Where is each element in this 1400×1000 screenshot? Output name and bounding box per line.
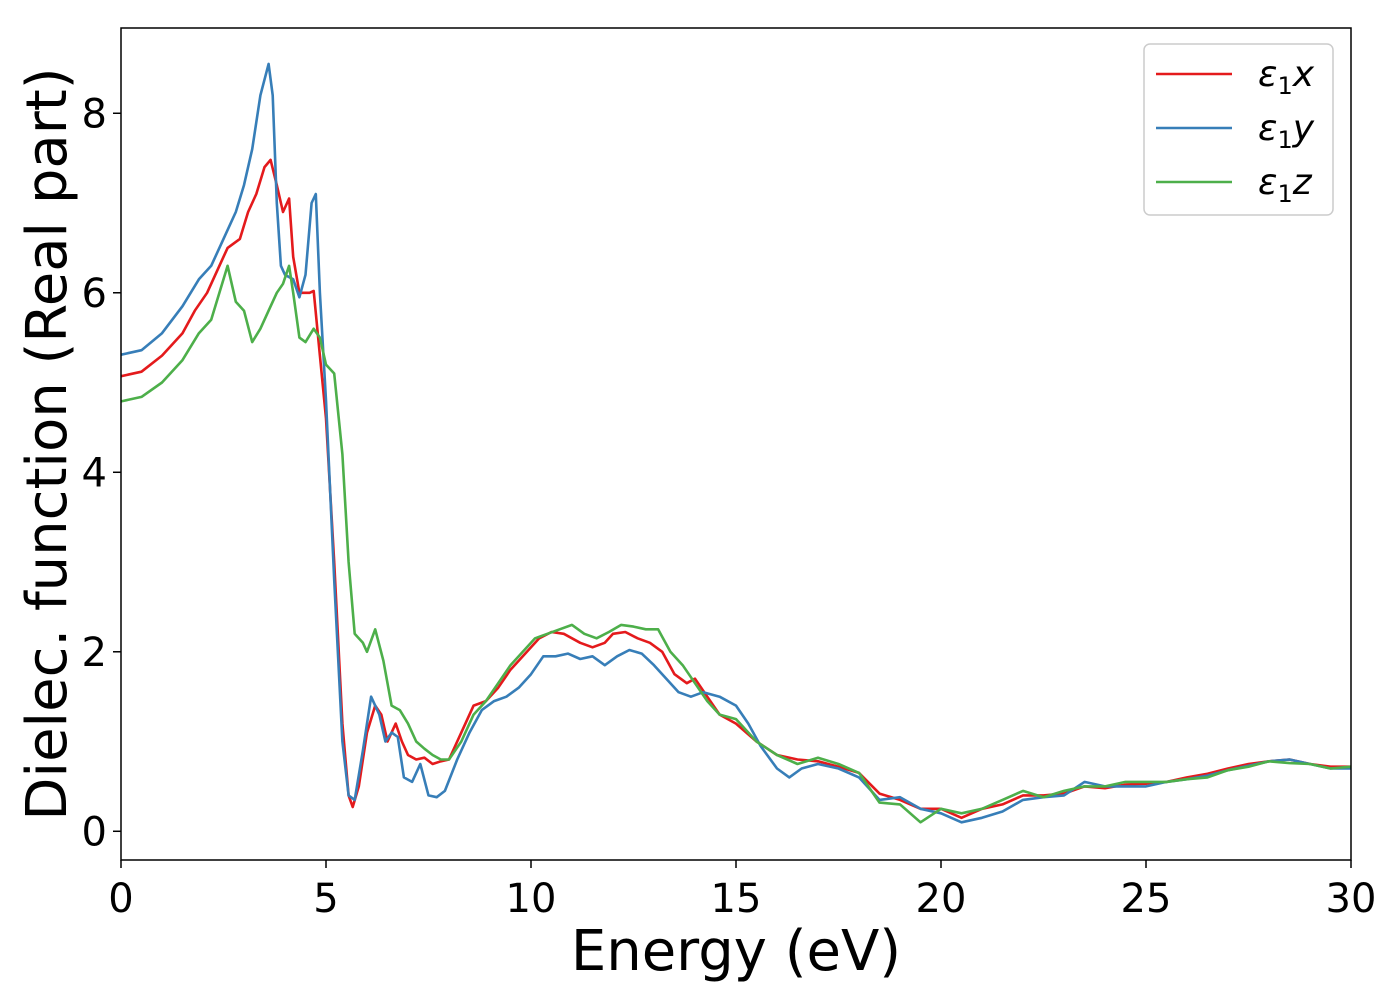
y-tick-label: 8 xyxy=(82,91,107,137)
y-axis-title: Dielec. function (Real part) xyxy=(15,67,80,820)
legend-entry-label: ε1y xyxy=(1258,108,1315,154)
series-line-z xyxy=(121,264,1351,824)
x-tick-label: 30 xyxy=(1326,876,1377,922)
y-tick-label: 2 xyxy=(82,630,107,676)
x-tick-label: 0 xyxy=(108,876,133,922)
y-tick-label: 0 xyxy=(82,809,107,855)
legend: ε1x ε1y ε1z xyxy=(1143,43,1334,216)
x-tick-label: 20 xyxy=(916,876,967,922)
legend-box xyxy=(1143,43,1334,216)
x-tick-label: 5 xyxy=(313,876,338,922)
series-line-y xyxy=(121,62,1351,824)
y-axis-ticks: 0 2 4 6 8 xyxy=(82,91,121,855)
y-tick-label: 6 xyxy=(82,271,107,317)
legend-entry-label: ε1x xyxy=(1258,54,1315,100)
x-tick-label: 25 xyxy=(1121,876,1172,922)
y-tick-label: 4 xyxy=(82,450,107,496)
x-tick-label: 10 xyxy=(506,876,557,922)
plot-lines xyxy=(121,62,1351,824)
legend-entry-label: ε1z xyxy=(1258,162,1313,208)
x-axis-title: Energy (eV) xyxy=(571,919,901,984)
x-axis-ticks: 0 5 10 15 20 25 30 xyxy=(108,860,1376,922)
x-tick-label: 15 xyxy=(711,876,762,922)
